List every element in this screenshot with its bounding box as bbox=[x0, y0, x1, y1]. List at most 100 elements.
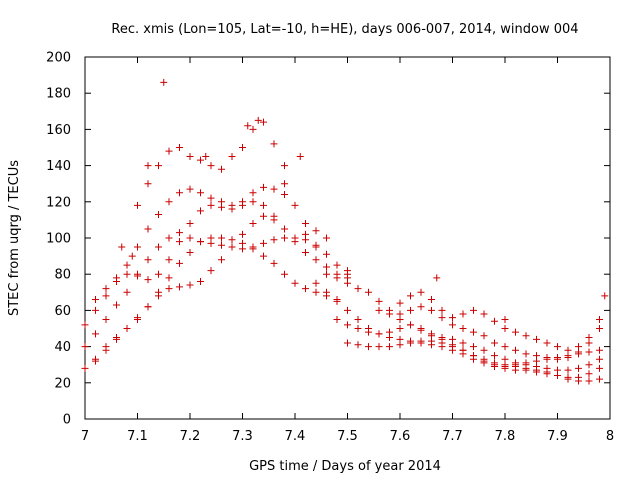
axis-ticks bbox=[85, 57, 610, 419]
data-point bbox=[449, 335, 456, 343]
data-point bbox=[491, 363, 498, 371]
data-point bbox=[564, 373, 572, 381]
data-point bbox=[501, 364, 509, 372]
data-point bbox=[186, 281, 194, 289]
data-point bbox=[249, 245, 257, 253]
data-point bbox=[281, 162, 288, 170]
data-point bbox=[260, 212, 267, 220]
data-point bbox=[449, 314, 456, 322]
data-point bbox=[323, 270, 330, 278]
data-point bbox=[438, 334, 446, 342]
data-point bbox=[281, 180, 288, 188]
data-point bbox=[312, 288, 320, 296]
data-point bbox=[160, 78, 168, 86]
data-point bbox=[480, 310, 488, 318]
data-point bbox=[260, 239, 267, 247]
data-points bbox=[81, 78, 609, 385]
data-point bbox=[365, 288, 372, 296]
y-tick-label: 60 bbox=[54, 304, 71, 319]
data-point bbox=[123, 288, 131, 296]
y-tick-label: 140 bbox=[46, 159, 71, 174]
data-point bbox=[543, 364, 551, 372]
data-point bbox=[470, 306, 477, 314]
data-point bbox=[344, 339, 351, 347]
data-point bbox=[396, 315, 404, 323]
data-point bbox=[386, 343, 393, 351]
data-point bbox=[144, 225, 152, 233]
data-point bbox=[260, 183, 267, 191]
data-point bbox=[323, 263, 330, 271]
data-point bbox=[291, 201, 299, 209]
plot-frame bbox=[84, 56, 611, 420]
data-point bbox=[123, 261, 131, 269]
data-point bbox=[102, 285, 110, 293]
data-point bbox=[207, 201, 215, 209]
data-point bbox=[197, 156, 204, 164]
data-point bbox=[333, 274, 341, 282]
y-tick-label: 180 bbox=[46, 87, 71, 102]
data-point bbox=[417, 337, 425, 345]
data-point bbox=[312, 256, 320, 264]
data-point bbox=[155, 210, 162, 218]
x-tick-label: 7.6 bbox=[390, 429, 411, 444]
data-point bbox=[249, 125, 257, 133]
data-point bbox=[407, 306, 414, 314]
x-tick-labels: 7 7.1 7.2 7.3 7.4 7.5 7.6 7.7 7.8 7.9 8 bbox=[81, 429, 614, 444]
data-point bbox=[344, 279, 351, 287]
data-point bbox=[113, 274, 120, 282]
data-point bbox=[386, 310, 393, 318]
data-point bbox=[270, 259, 278, 267]
data-point bbox=[396, 299, 404, 307]
data-point bbox=[197, 189, 204, 197]
data-point bbox=[165, 234, 173, 242]
data-point bbox=[449, 343, 456, 351]
data-point bbox=[344, 321, 351, 329]
series-track-2 bbox=[81, 183, 320, 329]
data-point bbox=[554, 355, 561, 363]
data-point bbox=[176, 229, 183, 237]
data-point bbox=[102, 315, 110, 323]
data-point bbox=[601, 292, 609, 300]
data-point bbox=[512, 328, 519, 336]
data-point bbox=[81, 321, 89, 329]
data-point bbox=[470, 328, 477, 336]
data-point bbox=[92, 330, 99, 338]
data-point bbox=[417, 303, 425, 311]
data-point bbox=[522, 332, 530, 340]
data-point bbox=[386, 328, 393, 336]
data-point bbox=[596, 364, 603, 372]
data-point bbox=[281, 225, 288, 233]
data-point bbox=[543, 339, 551, 347]
data-point bbox=[281, 191, 288, 199]
data-point bbox=[543, 353, 551, 361]
data-point bbox=[92, 306, 99, 314]
data-point bbox=[354, 325, 362, 332]
data-point bbox=[165, 198, 173, 206]
series-track-12 bbox=[375, 306, 603, 374]
data-point bbox=[512, 366, 519, 374]
data-point bbox=[501, 315, 509, 323]
data-point bbox=[533, 352, 540, 360]
data-point bbox=[407, 292, 414, 300]
data-point bbox=[585, 370, 593, 378]
y-tick-label: 160 bbox=[46, 123, 71, 138]
data-point bbox=[144, 180, 152, 188]
data-point bbox=[165, 274, 173, 282]
series-track-9 bbox=[344, 337, 603, 381]
data-point bbox=[186, 185, 194, 193]
data-point bbox=[118, 243, 126, 251]
data-point bbox=[176, 144, 183, 151]
data-point bbox=[113, 301, 120, 309]
series-outliers bbox=[118, 78, 609, 323]
data-point bbox=[254, 116, 262, 124]
x-tick-label: 7.2 bbox=[180, 429, 201, 444]
y-tick-label: 200 bbox=[46, 51, 71, 66]
data-point bbox=[365, 343, 372, 351]
data-point bbox=[312, 279, 320, 287]
data-point bbox=[480, 332, 488, 340]
data-point bbox=[155, 288, 162, 296]
data-point bbox=[417, 288, 425, 296]
data-point bbox=[228, 205, 236, 213]
data-point bbox=[428, 296, 435, 304]
series-track-5 bbox=[92, 198, 330, 304]
